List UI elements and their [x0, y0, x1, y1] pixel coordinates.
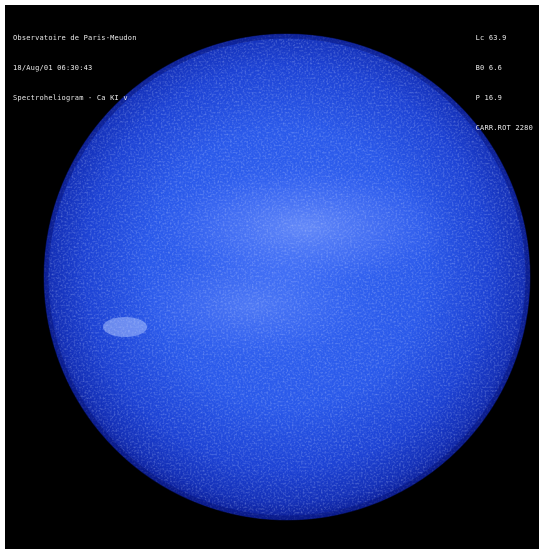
instrument-label: Spectroheliogram - Ca KI v [13, 94, 128, 102]
b0-label: B0 6.6 [475, 64, 503, 72]
header-right: Lc 63.9 B0 6.6 P 16.9 CARR.ROT 2280 [476, 13, 533, 153]
solar-disk-image [43, 33, 531, 521]
header-left: Observatoire de Paris-Meudon 18/Aug/01 0… [13, 13, 137, 123]
observatory-label: Observatoire de Paris-Meudon [13, 34, 137, 42]
plage-region [44, 34, 530, 520]
p-label: P 16.9 [475, 94, 503, 102]
lc-label: Lc 63.9 [475, 34, 507, 42]
image-frame: Observatoire de Paris-Meudon 18/Aug/01 0… [5, 5, 539, 549]
datetime-label: 18/Aug/01 06:30:43 [13, 64, 93, 72]
carrington-rotation-label: CARR.ROT 2280 [475, 124, 533, 132]
